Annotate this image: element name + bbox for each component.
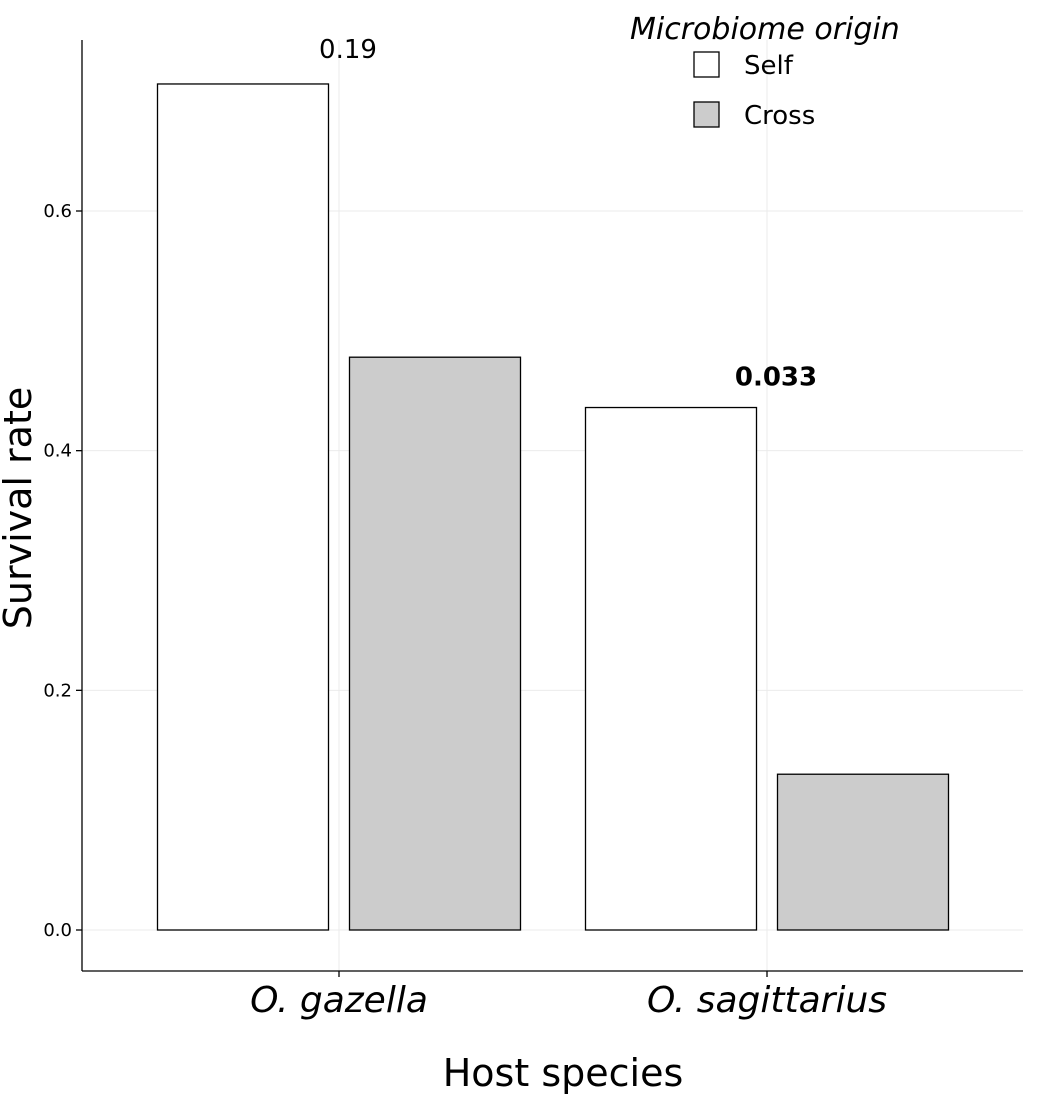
y-tick-label: 0.4 <box>43 441 72 462</box>
axes-layer <box>76 40 1023 977</box>
y-axis-title: Survival rate <box>0 387 40 629</box>
bar-self-1 <box>156 83 330 931</box>
legend-label-cross: Cross <box>744 101 815 131</box>
legend-label-self: Self <box>744 51 794 81</box>
x-category-label: O. gazella <box>250 980 428 1021</box>
p-value-annotation: 0.19 <box>319 35 377 65</box>
bar-cross-1 <box>348 356 522 931</box>
y-tick-label: 0.2 <box>43 680 72 701</box>
bar-self-2 <box>584 406 758 931</box>
legend-swatch-cross <box>693 101 720 128</box>
bar-cross-2 <box>776 773 950 931</box>
p-value-annotation: 0.033 <box>735 362 817 392</box>
y-tick-label: 0.6 <box>43 201 72 222</box>
bars-layer <box>156 83 950 931</box>
legend-title: Microbiome origin <box>630 12 900 47</box>
labels-layer: 0.0 0.2 0.4 0.6 O. gazella O. sagittarius Host… <box>0 35 887 1094</box>
x-axis-title: Host species <box>443 1051 684 1094</box>
legend-swatch-self <box>693 51 720 78</box>
x-category-label: O. sagittarius <box>647 980 887 1021</box>
y-tick-label: 0.0 <box>43 920 72 941</box>
legend: Microbiome origin Self Cross <box>630 12 900 131</box>
